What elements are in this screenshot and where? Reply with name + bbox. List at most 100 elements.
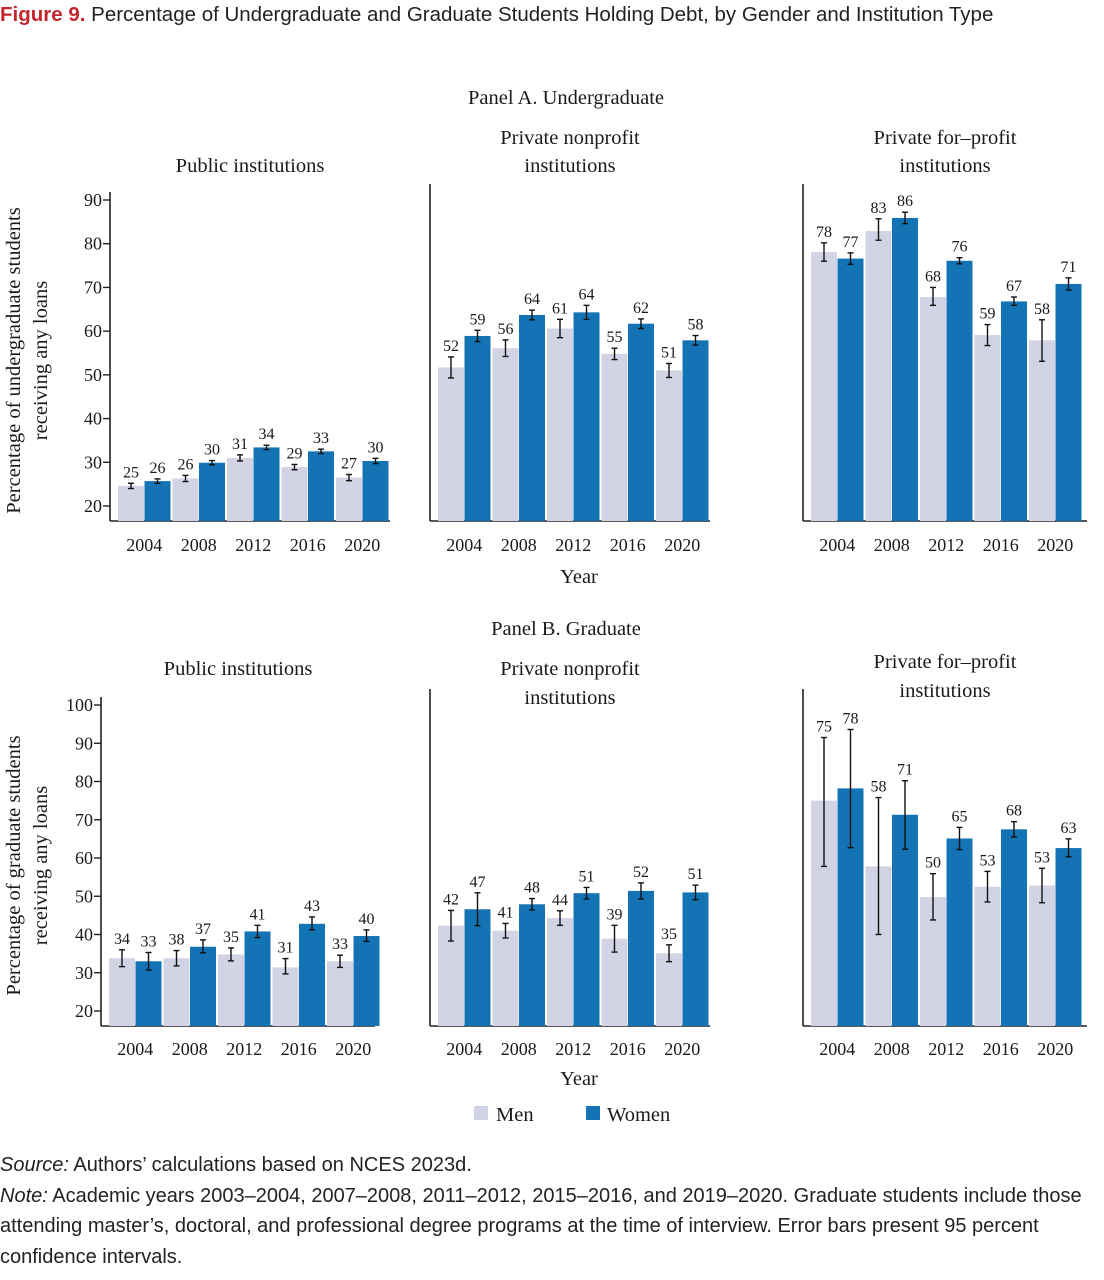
data-label: 42: [443, 891, 459, 908]
y-tick-label: 40: [75, 925, 93, 945]
x-tick-label: 2020: [1037, 1039, 1073, 1059]
figure-title: Figure 9. Percentage of Undergraduate an…: [0, 0, 1100, 29]
bar-men: [163, 958, 190, 1026]
subplot-title: Public institutions: [176, 155, 325, 177]
x-tick-label: 2008: [874, 535, 910, 555]
source-label: Source:: [0, 1154, 69, 1176]
bar-women: [628, 323, 654, 521]
data-label: 53: [980, 852, 996, 869]
data-label: 26: [150, 460, 166, 477]
subplot-title: institutions: [524, 687, 615, 709]
data-label: 34: [259, 426, 275, 443]
bar-men: [1029, 340, 1055, 521]
bar-women: [573, 312, 600, 521]
bar-men: [865, 231, 892, 521]
data-label: 38: [169, 932, 185, 949]
figure-notes: Source: Authors’ calculations based on N…: [0, 1150, 1104, 1272]
data-label: 68: [925, 268, 941, 285]
y-tick-label: 20: [84, 496, 102, 516]
figure-title-text: Percentage of Undergraduate and Graduate…: [91, 3, 994, 26]
y-axis-label: receiving any loans: [30, 281, 52, 440]
bar-women: [1001, 301, 1027, 521]
data-label: 40: [359, 911, 375, 928]
data-label: 56: [498, 321, 514, 338]
y-tick-label: 90: [84, 190, 102, 210]
bar-women: [464, 909, 491, 1026]
x-tick-label: 2012: [928, 535, 964, 555]
bar-women: [519, 314, 545, 521]
bar-women: [353, 936, 380, 1026]
subplot-title: Private nonprofit: [500, 658, 640, 680]
x-tick-label: 2020: [335, 1039, 371, 1059]
data-label: 51: [661, 344, 677, 361]
data-label: 41: [498, 904, 514, 921]
subplot-title: institutions: [524, 155, 615, 177]
data-label: 55: [607, 329, 623, 346]
y-tick-label: 60: [84, 321, 102, 341]
x-tick-label: 2016: [983, 535, 1019, 555]
legend-swatch-women: [586, 1106, 600, 1120]
panel-title: Panel A. Undergraduate: [468, 87, 664, 109]
y-tick-label: 30: [84, 452, 102, 472]
data-label: 65: [952, 808, 968, 825]
data-label: 30: [368, 439, 384, 456]
bar-women: [144, 481, 171, 521]
x-axis-label: Year: [560, 1068, 598, 1090]
bar-women: [299, 923, 325, 1026]
data-label: 63: [1061, 820, 1077, 837]
bar-men: [656, 370, 682, 521]
y-axis-label: Percentage of graduate students: [3, 735, 25, 995]
bar-women: [1055, 283, 1082, 521]
data-label: 47: [470, 874, 486, 891]
x-tick-label: 2012: [235, 535, 271, 555]
data-label: 68: [1006, 803, 1022, 820]
panel-title: Panel B. Graduate: [491, 618, 641, 640]
y-tick-label: 70: [75, 810, 93, 830]
x-tick-label: 2008: [501, 535, 537, 555]
data-label: 61: [552, 300, 568, 317]
bar-men: [172, 478, 199, 521]
data-label: 64: [579, 286, 595, 303]
y-tick-label: 50: [84, 365, 102, 385]
note-line: Note: Academic years 2003–2004, 2007–200…: [0, 1181, 1104, 1273]
data-label: 67: [1006, 278, 1022, 295]
data-label: 58: [1034, 301, 1050, 318]
bar-women: [135, 961, 162, 1026]
bar-men: [118, 485, 144, 521]
subplot-title: Private nonprofit: [500, 127, 640, 149]
data-label: 52: [633, 864, 649, 881]
y-axis-label: receiving any loans: [30, 786, 52, 945]
bar-men: [656, 953, 682, 1026]
bar-women: [190, 946, 216, 1026]
data-label: 26: [178, 456, 194, 473]
bar-men: [1029, 885, 1055, 1026]
data-label: 52: [443, 338, 459, 355]
data-label: 43: [304, 898, 320, 915]
y-tick-label: 80: [84, 234, 102, 254]
data-label: 71: [897, 762, 913, 779]
data-label: 64: [524, 291, 540, 308]
subplot-title: institutions: [899, 680, 990, 702]
legend-label-men: Men: [496, 1104, 534, 1126]
x-tick-label: 2016: [610, 1039, 646, 1059]
data-label: 53: [1034, 849, 1050, 866]
bar-women: [573, 893, 600, 1026]
y-tick-label: 50: [75, 886, 93, 906]
x-tick-label: 2004: [117, 1039, 153, 1059]
x-tick-label: 2012: [555, 1039, 591, 1059]
bar-men: [974, 335, 1001, 521]
bar-men: [109, 958, 135, 1026]
x-tick-label: 2004: [819, 1039, 855, 1059]
bar-men: [281, 467, 308, 521]
bar-men: [920, 297, 946, 521]
x-tick-label: 2004: [446, 535, 482, 555]
y-tick-label: 100: [66, 695, 93, 715]
data-label: 37: [195, 921, 211, 938]
legend-label-women: Women: [607, 1104, 670, 1126]
bar-women: [892, 217, 918, 521]
bar-women: [682, 892, 709, 1026]
x-tick-label: 2016: [281, 1039, 317, 1059]
bar-men: [492, 348, 519, 521]
data-label: 51: [579, 868, 595, 885]
y-tick-label: 30: [75, 963, 93, 983]
